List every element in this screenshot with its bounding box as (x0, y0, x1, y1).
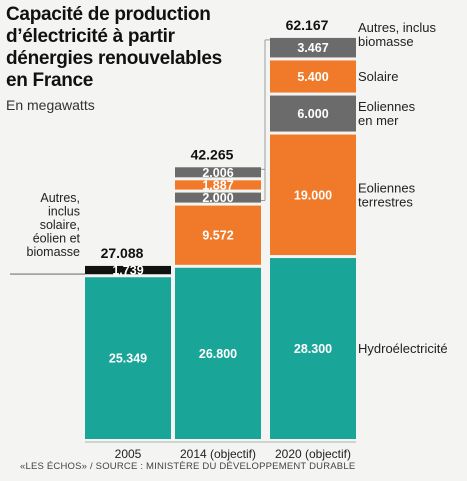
bar-segment (175, 192, 261, 203)
bar-segment (175, 167, 261, 178)
legend-label-right: Eoliennes en mer (358, 99, 416, 128)
bar-segment (85, 277, 171, 439)
category-label: 2020 (objectif) (275, 447, 351, 461)
bar-segment (270, 37, 356, 58)
bar-segment (270, 60, 356, 93)
segment-value-label: 5.400 (297, 70, 328, 84)
bar-total-label: 27.088 (101, 245, 144, 261)
segment-value-label: 25.349 (109, 352, 147, 366)
segment-value-label: 9.572 (202, 229, 233, 243)
segment-value-label: 6.000 (297, 107, 328, 121)
segment-value-label: 26.800 (199, 347, 237, 361)
legend-label-right: Solaire (358, 69, 398, 84)
bar-segment (175, 267, 261, 439)
bar-segment (175, 205, 261, 265)
bar-total-label: 42.265 (191, 146, 234, 162)
chart-subtitle: En megawatts (6, 97, 95, 113)
category-label: 2014 (objectif) (180, 447, 256, 461)
segment-value-label: 28.300 (294, 342, 332, 356)
bar-segment (85, 265, 171, 275)
legend-label-right: Eoliennes terrestres (358, 180, 416, 209)
legend-label-right: Autres, inclus biomasse (358, 20, 437, 49)
category-label: 2005 (115, 447, 142, 461)
chart-title: Capacité de production d’électricité à p… (6, 4, 222, 91)
bar-segment (175, 180, 261, 190)
source-note: «LES ÉCHOS» / SOURCE : MINISTÈRE DU DÉVE… (20, 461, 356, 472)
legend-label-autres-2005: Autres, inclus solaire, éolien et biomasse (27, 191, 81, 259)
bar-total-label: 62.167 (286, 17, 329, 33)
bar-segment (270, 258, 356, 439)
segment-value-label: 2.006 (202, 166, 233, 180)
bar-segment (270, 134, 356, 256)
legend-label-right: Hydroélectricité (358, 341, 448, 356)
segment-value-label: 3.467 (297, 41, 328, 55)
segment-value-label: 1.739 (112, 264, 143, 278)
segment-value-label: 19.000 (294, 188, 332, 202)
bar-segment (270, 95, 356, 132)
segment-value-label: 1.887 (202, 178, 233, 192)
segment-value-label: 2.000 (202, 191, 233, 205)
